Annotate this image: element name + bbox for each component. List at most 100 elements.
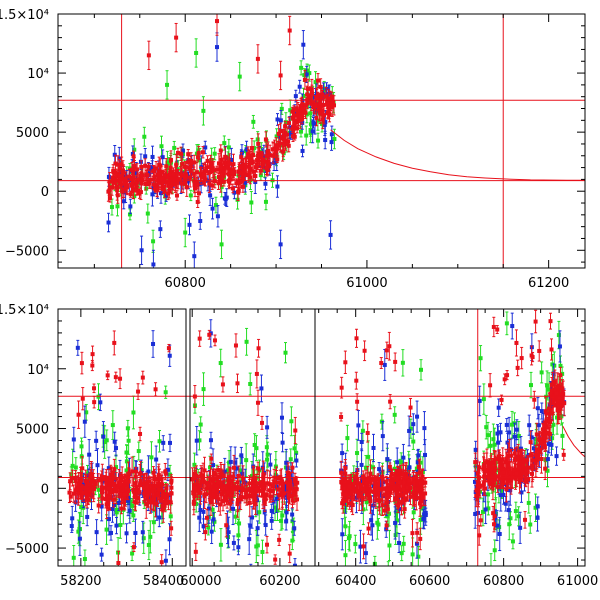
red-point [96,473,101,488]
green-point-marker [125,426,130,431]
red-point-marker [290,116,295,121]
green-point [213,196,218,214]
red-point [136,383,141,400]
green-point [110,410,115,440]
red-point-marker [248,175,253,180]
green-point-marker [157,439,162,444]
red-point-marker [299,103,304,108]
green-point-marker [85,471,90,476]
green-point [104,429,109,452]
blue-point-marker [154,457,159,462]
red-point-marker [70,476,75,481]
blue-point [71,426,76,453]
red-point-marker [168,181,173,186]
red-point-marker [184,185,189,190]
red-point-marker [154,483,159,488]
red-point [166,343,171,353]
red-point-marker [287,120,292,125]
red-point-marker [121,483,126,488]
red-point [166,493,171,511]
red-point-marker [189,160,194,165]
green-point-marker [145,211,150,216]
blue-point-marker [150,165,155,170]
red-point-marker [266,160,271,165]
red-point [107,185,112,196]
green-point-marker [113,465,118,470]
blue-point-marker [77,536,82,541]
blue-point-marker [310,129,315,134]
red-point-marker [270,153,275,158]
green-point-marker [132,147,137,152]
green-point [316,132,321,149]
green-point-marker [132,194,137,199]
red-point-marker [140,375,145,380]
red-point [85,487,90,509]
red-point [71,484,76,503]
red-point-marker [218,180,223,185]
red-point-marker [315,78,320,83]
blue-point [158,220,163,238]
red-point-marker [113,180,118,185]
green-point-marker [304,133,309,138]
red-point-marker [298,115,303,120]
blue-point [140,520,145,544]
blue-point-marker [106,174,111,179]
red-point-marker [154,491,159,496]
red-point-marker [134,485,139,490]
red-point-marker [194,170,199,175]
blue-point [85,507,90,527]
blue-point-marker [215,214,220,219]
blue-point-marker [106,220,111,225]
blue-point-marker [69,524,74,529]
red-point-marker [115,188,120,193]
red-point-marker [148,500,153,505]
green-point [145,203,150,224]
red-point-marker [151,495,156,500]
green-point-marker [274,134,279,139]
y-tick-label: 10⁴ [27,67,49,82]
blue-point-marker [180,148,185,153]
red-point [208,164,213,180]
y-tick-label: 1.5×10⁴ [0,8,49,23]
bottom-segment-1-plot [67,330,174,566]
red-point [246,148,251,165]
red-point-marker [237,170,242,175]
red-point [140,370,145,385]
red-point-marker [67,490,72,495]
red-point [207,174,212,194]
blue-point [77,521,82,556]
blue-point-marker [128,204,133,209]
green-point-marker [96,487,101,492]
red-point-marker [155,187,160,192]
red-point [313,101,318,110]
red-point-marker [255,153,260,158]
green-point-marker [212,151,217,156]
red-point [192,174,197,190]
red-point-marker [152,474,157,479]
red-point-marker [303,103,308,108]
red-point [248,151,253,169]
red-outlier-point [146,40,151,71]
blue-point [329,125,334,144]
red-point [205,155,210,167]
red-point [118,368,123,390]
green-point-marker [288,108,293,113]
blue-point-marker [70,516,75,521]
red-point-marker [188,165,193,170]
red-point-marker [115,193,120,198]
blue-point-marker [160,155,165,160]
green-point-marker [168,514,173,519]
red-point-marker [260,157,265,162]
blue-outlier-point [151,249,156,268]
red-point-marker [125,183,130,188]
red-point-marker [283,142,288,147]
red-point-marker [306,86,311,91]
blue-point [69,519,74,533]
blue-point [300,144,305,158]
blue-outlier-point-marker [328,232,333,237]
blue-point-marker [229,157,234,162]
red-point-marker [157,180,162,185]
red-point-marker [265,154,270,159]
